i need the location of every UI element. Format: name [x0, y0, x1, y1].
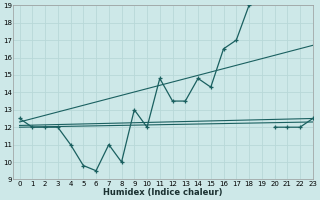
- X-axis label: Humidex (Indice chaleur): Humidex (Indice chaleur): [103, 188, 223, 197]
